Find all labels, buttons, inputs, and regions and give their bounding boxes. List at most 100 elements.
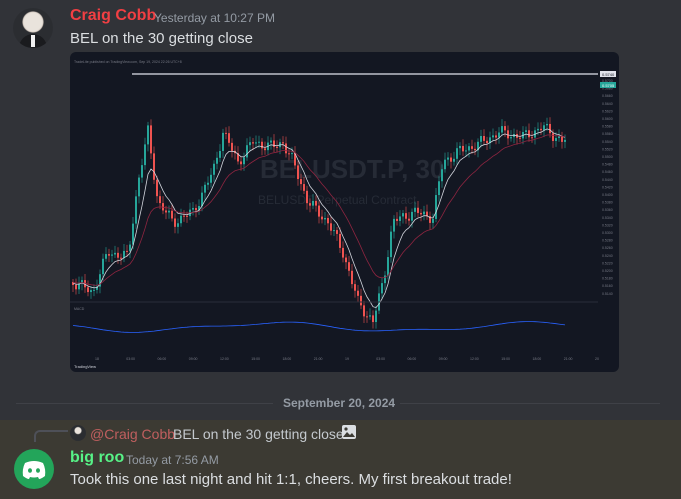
candle-body — [90, 290, 92, 293]
candle-body — [546, 123, 548, 126]
price-axis-label: 0.5340 — [602, 216, 613, 220]
candle-body — [447, 157, 449, 160]
candle-body — [375, 310, 377, 323]
candle-body — [174, 218, 176, 227]
date-divider-line-left — [16, 403, 273, 404]
price-axis-label: 0.5300 — [602, 231, 613, 235]
price-axis-label: 0.5260 — [602, 246, 613, 250]
candle-body — [78, 283, 80, 290]
candle-body — [528, 130, 530, 138]
reply-preview-text[interactable]: BEL on the 30 getting close — [173, 426, 344, 442]
discord-logo-icon — [22, 461, 46, 479]
chart-header-line: TradeLite published on TradingView.com, … — [74, 60, 182, 64]
candle-body — [558, 136, 560, 139]
candle-body — [327, 217, 329, 224]
candle-body — [504, 126, 506, 131]
candle-body — [363, 305, 365, 317]
candle-body — [345, 257, 347, 263]
candle-body — [132, 223, 134, 245]
time-axis-label: 06:00 — [408, 357, 417, 361]
candle-body — [366, 316, 368, 318]
candle-body — [105, 254, 107, 259]
candle-body — [216, 157, 218, 164]
candle-body — [339, 233, 341, 248]
candle-body — [330, 223, 332, 231]
reply-avatar[interactable] — [70, 425, 86, 441]
time-axis-label: 21:00 — [564, 357, 573, 361]
candle-body — [93, 289, 95, 291]
candle-body — [525, 130, 527, 132]
candle-body — [492, 135, 494, 138]
candle-body — [399, 216, 401, 221]
price-axis-label: 0.5580 — [602, 125, 613, 129]
candle-body — [384, 275, 386, 284]
avatar[interactable] — [14, 449, 54, 489]
candle-body — [318, 205, 320, 217]
reply-mention[interactable]: @Craig Cobb — [90, 426, 176, 442]
avatar[interactable] — [13, 8, 53, 48]
candle-body — [135, 196, 137, 224]
price-axis-label: 0.5600 — [602, 117, 613, 121]
chart-watermark-subtitle: BELUSDT Perpetual Contract — [258, 193, 417, 207]
message-craig-cobb: Craig Cobb Yesterday at 10:27 PM BEL on … — [13, 7, 619, 372]
price-axis-label: 0.5220 — [602, 261, 613, 265]
candle-body — [225, 132, 227, 134]
candle-body — [228, 133, 230, 143]
indicator-label: MACD — [74, 307, 85, 311]
price-tag-current — [600, 82, 616, 88]
candle-body — [150, 125, 152, 154]
candle-body — [312, 200, 314, 206]
candle-body — [519, 137, 521, 139]
candle-body — [171, 210, 173, 219]
candle-body — [300, 179, 302, 185]
price-axis-label: 0.5520 — [602, 147, 613, 151]
candle-body — [468, 146, 470, 151]
price-tag-current-label: 0.5705 — [602, 83, 615, 88]
username[interactable]: Craig Cobb — [70, 7, 157, 24]
candle-body — [537, 128, 539, 131]
candle-body — [111, 254, 113, 256]
candle-body — [549, 123, 551, 134]
candle-body — [564, 139, 566, 142]
image-icon — [342, 425, 356, 439]
candle-body — [249, 142, 251, 146]
candle-body — [147, 125, 149, 145]
candle-body — [543, 125, 545, 131]
candle-body — [162, 203, 164, 211]
candle-body — [381, 283, 383, 294]
price-axis-label: 0.5380 — [602, 201, 613, 205]
candle-body — [471, 146, 473, 149]
candle-body — [402, 213, 404, 217]
candle-body — [102, 258, 104, 275]
username[interactable]: big roo — [70, 449, 125, 466]
price-axis-label: 0.5180 — [602, 277, 613, 281]
candle-body — [138, 177, 140, 197]
timestamp: Yesterday at 10:27 PM — [154, 11, 275, 25]
candle-body — [129, 244, 131, 252]
candle-body — [108, 254, 110, 256]
price-axis-label: 0.5460 — [602, 170, 613, 174]
candle-body — [177, 223, 179, 227]
time-axis-label: 06:00 — [158, 357, 167, 361]
candle-body — [498, 132, 500, 138]
candle-body — [258, 141, 260, 143]
candle-body — [207, 182, 209, 185]
time-axis-label: 21:00 — [314, 357, 323, 361]
time-axis-label: 18 — [95, 357, 99, 361]
time-axis-label: 03:00 — [376, 357, 385, 361]
candle-body — [165, 210, 167, 213]
candle-body — [411, 211, 413, 221]
candle-body — [210, 174, 212, 183]
candle-body — [483, 135, 485, 141]
time-axis-label: 18:00 — [533, 357, 542, 361]
candle-body — [87, 287, 89, 293]
macd-line — [72, 321, 566, 333]
candle-body — [465, 150, 467, 152]
chart-image-attachment[interactable]: TradeLite published on TradingView.com, … — [70, 52, 619, 372]
timestamp: Today at 7:56 AM — [126, 453, 219, 467]
candle-body — [423, 211, 425, 215]
candle-body — [96, 286, 98, 290]
candle-body — [303, 184, 305, 191]
ema-fast-line — [72, 128, 566, 309]
price-axis-label: 0.5680 — [602, 87, 613, 91]
